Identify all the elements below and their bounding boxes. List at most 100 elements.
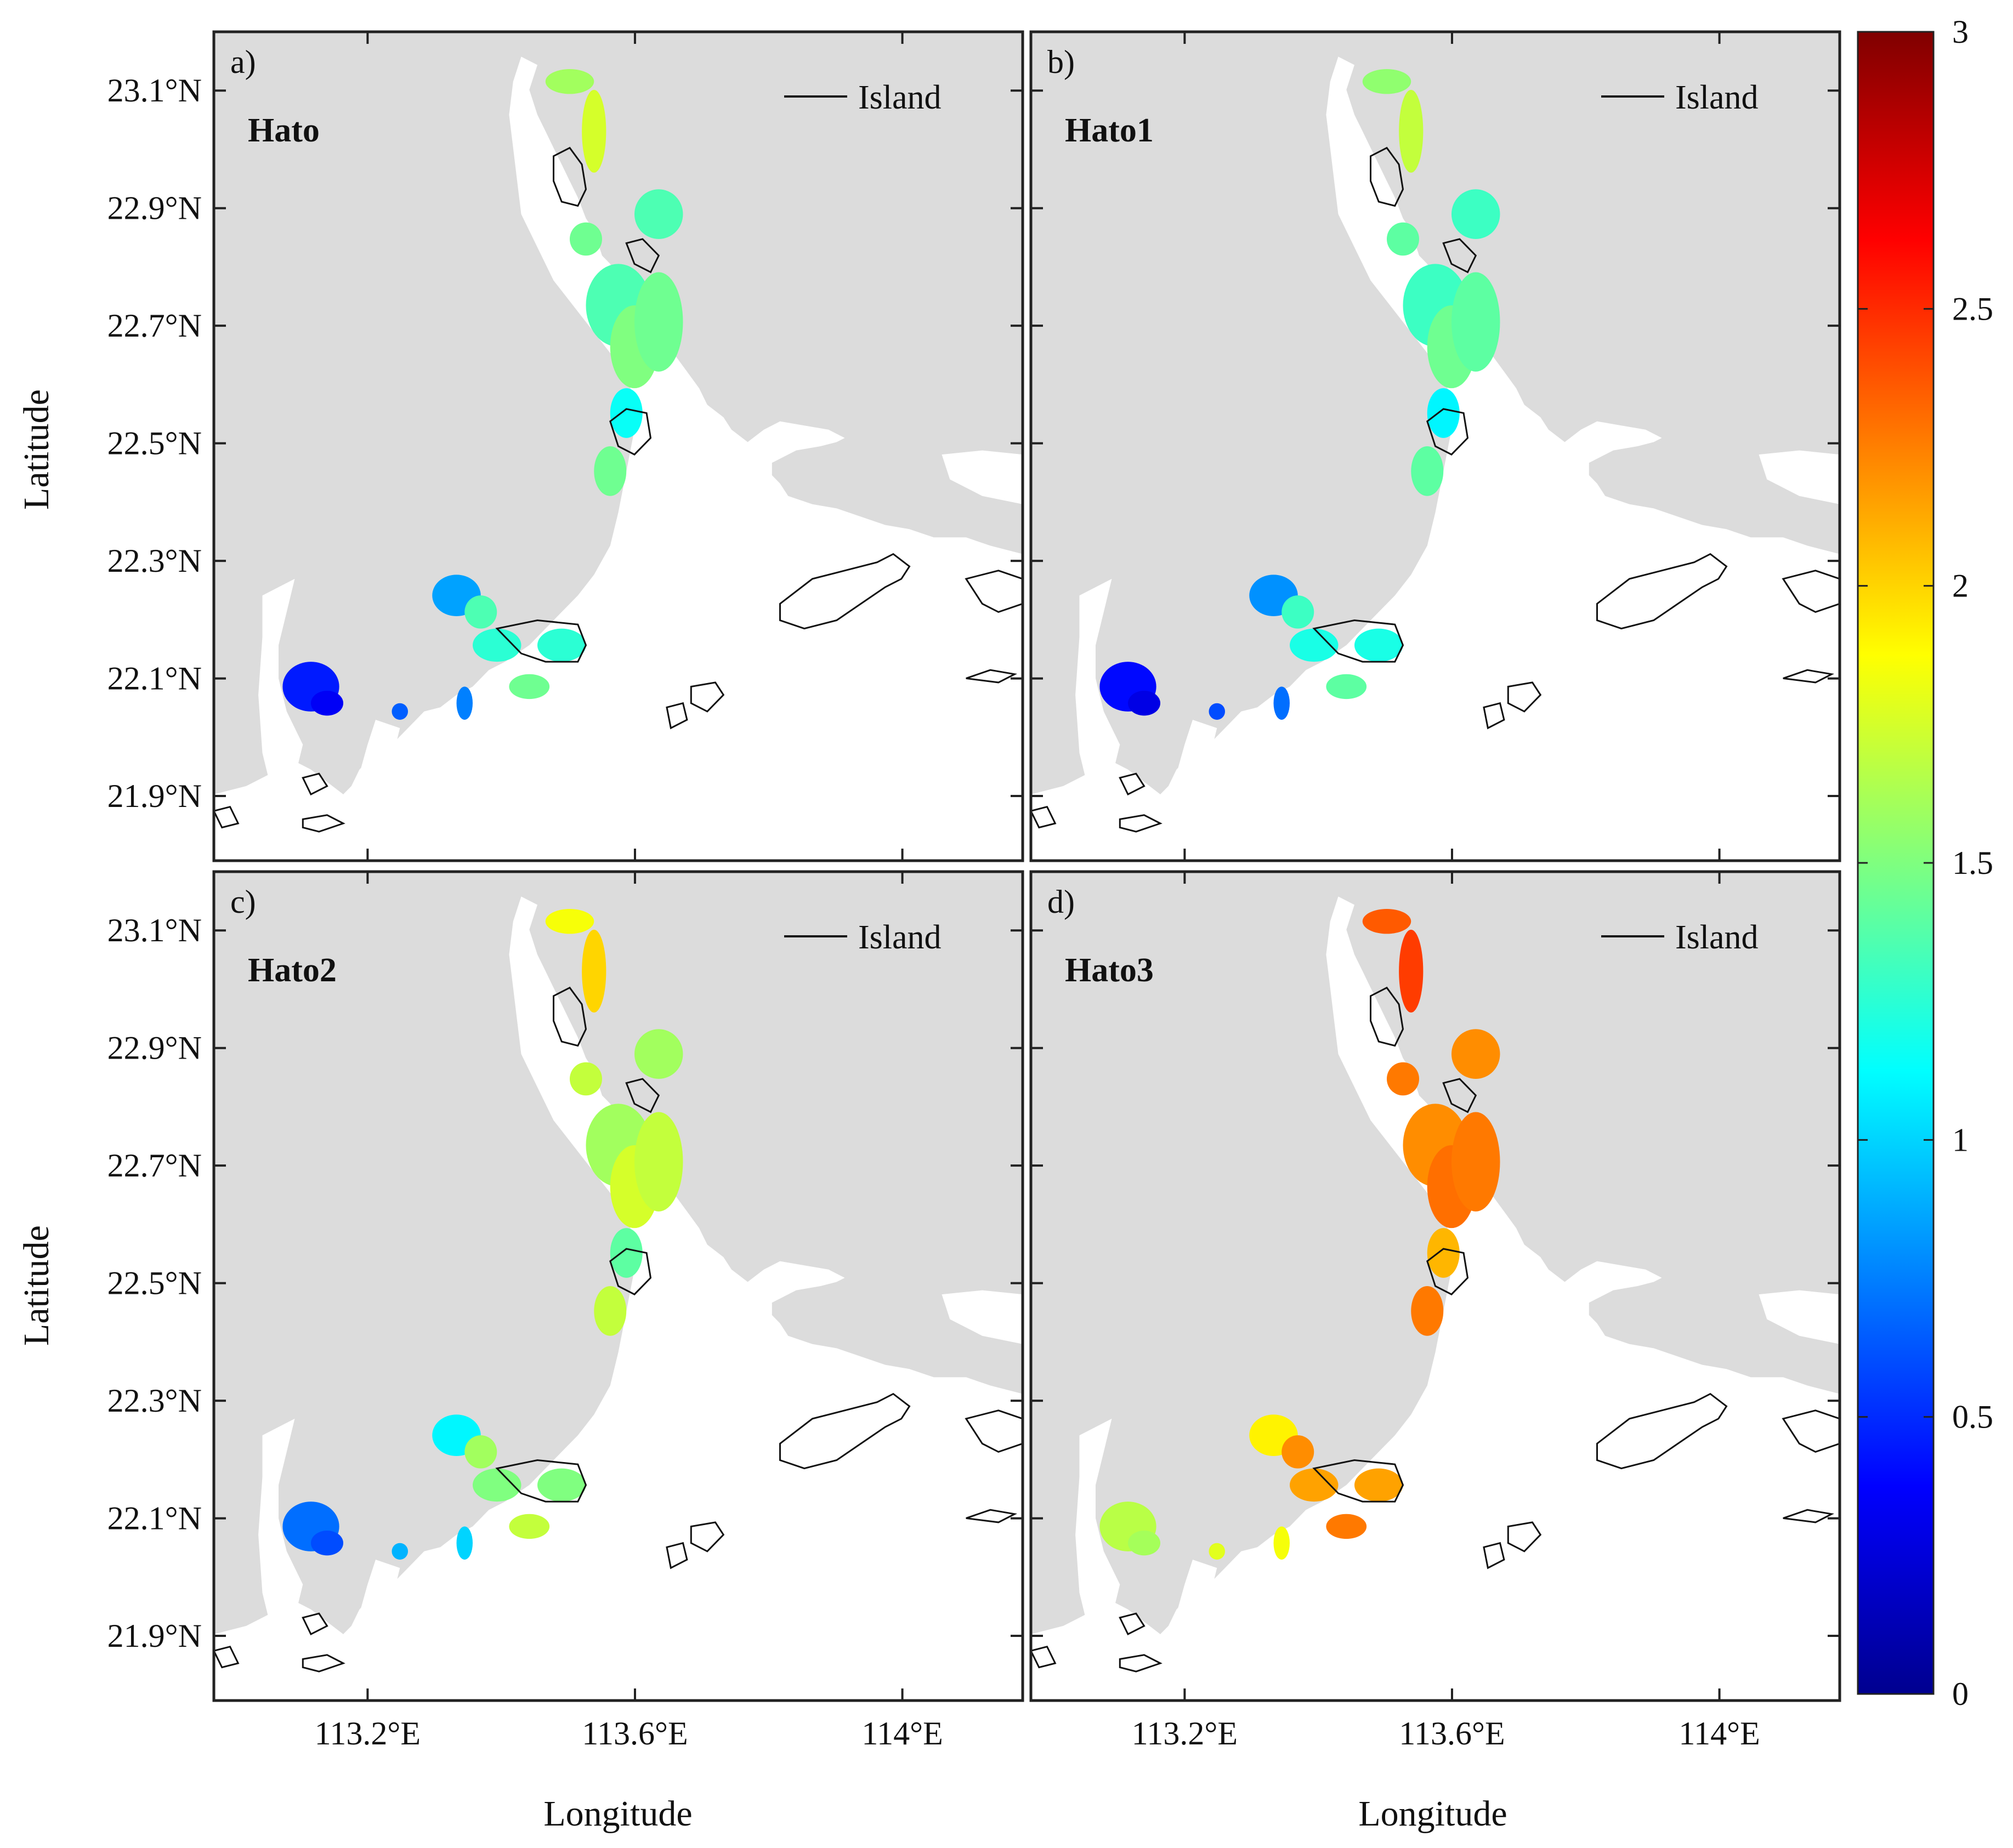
wetland-patch	[1362, 909, 1411, 934]
wetland-patch	[1399, 929, 1424, 1013]
island-outline	[690, 681, 725, 713]
wetland-patch	[1354, 1468, 1403, 1502]
y-tick-label: 22.1°N	[107, 661, 202, 697]
island-outline	[1782, 1409, 1840, 1453]
wetland-patch	[456, 1526, 473, 1560]
wetland-patch	[610, 388, 643, 438]
water-inlet	[1075, 578, 1120, 786]
panel-letter: b)	[1047, 44, 1075, 80]
panel-b: b) Hato1 Island	[1029, 30, 1841, 862]
x-tick-label: 114°E	[1679, 1715, 1760, 1752]
island-outline	[666, 702, 688, 730]
wetland-patch	[392, 1543, 408, 1560]
wetland-patch	[1387, 222, 1419, 256]
x-tick-label: 113.2°E	[315, 1715, 421, 1752]
panel-title: Hato2	[248, 952, 337, 989]
island-outline	[690, 1521, 725, 1553]
wetland-patch	[1326, 1514, 1367, 1539]
panel-frame	[1029, 30, 1841, 862]
wetland-patch	[1387, 1062, 1419, 1096]
y-tick-label: 23.1°N	[107, 72, 202, 109]
island-outline	[966, 669, 1017, 684]
colorbar-tick-label: 1	[1952, 1122, 1969, 1158]
wetland-patch	[1209, 703, 1225, 720]
wetland-patch	[545, 909, 594, 934]
island-outline	[1312, 619, 1404, 663]
y-tick-label: 22.5°N	[107, 1265, 202, 1301]
island-outline	[1312, 1459, 1404, 1503]
island-outline	[1507, 681, 1542, 713]
wetland-patch	[570, 222, 602, 256]
island-outline	[1507, 1521, 1542, 1553]
wetland-patch	[1281, 595, 1314, 629]
panel-frame	[212, 30, 1024, 862]
island-outline	[609, 408, 652, 456]
water-inlet	[359, 720, 400, 778]
island-outline	[1426, 1248, 1469, 1295]
y-tick-label: 22.7°N	[107, 1147, 202, 1184]
x-tick-label: 113.6°E	[1399, 1715, 1505, 1752]
wetland-patch	[1354, 628, 1403, 662]
colorbar-tick-label: 3	[1952, 14, 1969, 50]
legend-label: Island	[858, 919, 942, 956]
wetland-patch	[1451, 272, 1500, 372]
island-outline	[1442, 1078, 1477, 1113]
wetland-patch	[1290, 1468, 1339, 1502]
wetland-patch	[634, 272, 683, 372]
wetland-patch	[1451, 1029, 1500, 1079]
island-outline	[1782, 570, 1840, 613]
island-outline	[965, 570, 1023, 613]
water-inlet	[359, 1560, 400, 1618]
panel-title: Hato	[248, 112, 320, 149]
colorbar: 0 0.5 1 1.5 2 2.5 3	[1857, 14, 1993, 1712]
y-tick-label: 22.9°N	[107, 1030, 202, 1066]
colorbar-tick-label: 0	[1952, 1676, 1969, 1712]
island-outline	[302, 772, 328, 796]
wetland-patch	[1281, 1435, 1314, 1469]
wetland-patch	[1451, 189, 1500, 240]
island-outline	[779, 553, 911, 630]
island-outline	[214, 805, 240, 829]
panel-d: 113.2°E 113.6°E 114°E d) Hato3 Island	[1029, 870, 1841, 1752]
wetland-patch	[464, 595, 497, 629]
colorbar-tick-label: 2.5	[1952, 291, 1993, 327]
island-outline	[495, 619, 587, 663]
island-outline	[1031, 805, 1057, 829]
wetland-patch	[1209, 1543, 1225, 1560]
y-tick-label: 22.7°N	[107, 308, 202, 344]
wetland-patch	[509, 674, 550, 700]
y-tick-label: 21.9°N	[107, 1618, 202, 1654]
wetland-patch	[392, 703, 408, 720]
ylabel-bottom: Latitude	[16, 1225, 56, 1346]
island-outline	[214, 1645, 240, 1669]
island-outline	[1370, 146, 1404, 207]
wetland-patch	[464, 1435, 497, 1469]
y-tick-label: 22.3°N	[107, 1383, 202, 1419]
island-outline	[966, 1509, 1017, 1523]
island-outline	[965, 1409, 1023, 1453]
wetland-patch	[1128, 1531, 1160, 1556]
wetland-patch	[582, 929, 606, 1013]
wetland-patch	[1411, 446, 1444, 496]
y-tick-label: 23.1°N	[107, 912, 202, 948]
island-outline	[666, 1542, 688, 1570]
wetland-patch	[473, 1468, 521, 1502]
island-outline	[553, 146, 587, 207]
island-outline	[1442, 238, 1477, 274]
panel-title: Hato3	[1065, 952, 1154, 989]
wetland-patch	[1128, 691, 1160, 716]
wetland-patch	[634, 189, 683, 240]
island-outline	[1483, 702, 1505, 730]
island-outline	[1119, 1654, 1163, 1673]
wetland-patch	[1411, 1286, 1444, 1336]
x-tick-label: 113.2°E	[1132, 1715, 1238, 1752]
island-outline	[1119, 814, 1163, 833]
wetland-patch	[473, 628, 521, 662]
panel-frame	[212, 870, 1024, 1702]
wetland-patch	[537, 1468, 586, 1502]
wetland-patch	[509, 1514, 550, 1539]
water-inlet	[258, 1418, 303, 1626]
panel-title: Hato1	[1065, 112, 1154, 149]
wetland-patch	[311, 1531, 343, 1556]
x-tick-label: 114°E	[861, 1715, 943, 1752]
